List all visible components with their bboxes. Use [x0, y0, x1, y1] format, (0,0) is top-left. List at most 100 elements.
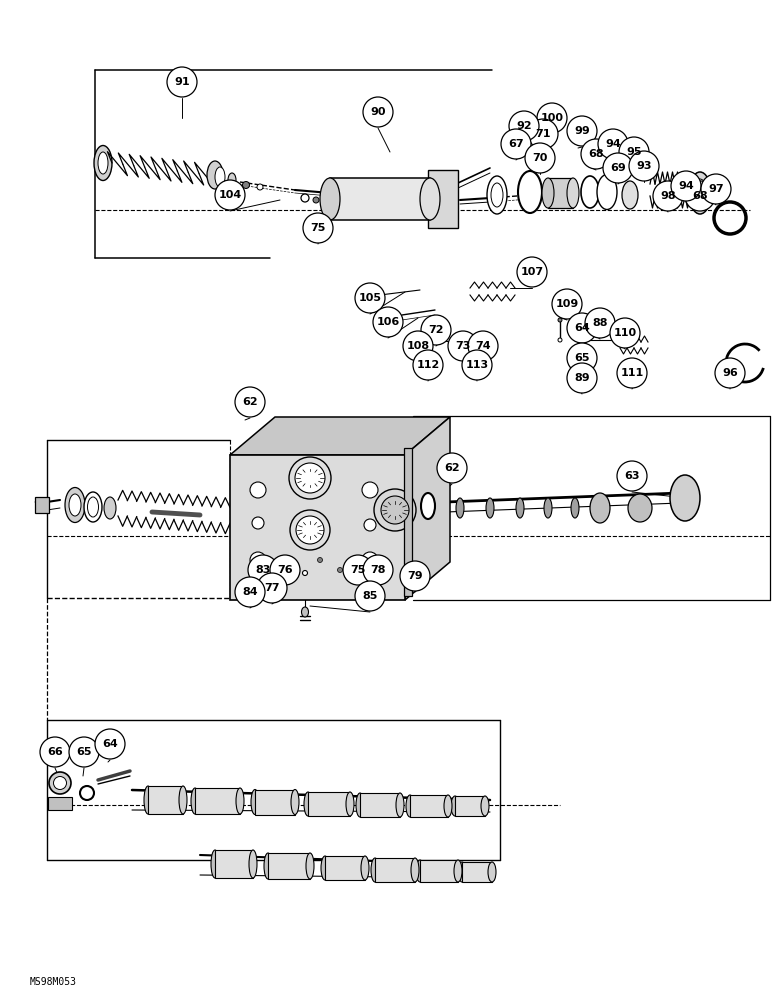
- Ellipse shape: [577, 365, 583, 371]
- Text: 68: 68: [692, 191, 708, 201]
- Circle shape: [448, 331, 478, 361]
- Ellipse shape: [191, 788, 199, 814]
- Ellipse shape: [558, 318, 562, 322]
- Text: MS98M053: MS98M053: [30, 977, 77, 987]
- Ellipse shape: [179, 786, 187, 814]
- Ellipse shape: [558, 338, 562, 342]
- Circle shape: [567, 313, 597, 343]
- Circle shape: [567, 116, 597, 146]
- Text: 98: 98: [660, 191, 676, 201]
- Bar: [48, 797, 72, 810]
- Text: 64: 64: [574, 323, 590, 333]
- Text: 106: 106: [377, 317, 400, 327]
- Text: 96: 96: [722, 368, 738, 378]
- Text: 113: 113: [466, 360, 489, 370]
- Circle shape: [715, 358, 745, 388]
- Ellipse shape: [211, 850, 219, 878]
- Circle shape: [343, 555, 373, 585]
- Ellipse shape: [364, 519, 376, 531]
- Text: 70: 70: [533, 153, 547, 163]
- Ellipse shape: [481, 796, 489, 816]
- Ellipse shape: [356, 793, 364, 817]
- Circle shape: [235, 387, 265, 417]
- Ellipse shape: [249, 850, 257, 878]
- Circle shape: [685, 181, 715, 211]
- Circle shape: [552, 289, 582, 319]
- Ellipse shape: [396, 793, 404, 817]
- Text: 69: 69: [610, 163, 626, 173]
- Bar: [404, 448, 412, 596]
- Circle shape: [373, 307, 403, 337]
- Text: 74: 74: [476, 341, 491, 351]
- Text: 100: 100: [540, 113, 564, 123]
- Ellipse shape: [295, 463, 325, 493]
- Text: 97: 97: [708, 184, 724, 194]
- Ellipse shape: [362, 552, 378, 568]
- Ellipse shape: [321, 856, 329, 880]
- Ellipse shape: [228, 173, 236, 187]
- Text: 72: 72: [428, 325, 444, 335]
- Circle shape: [617, 461, 647, 491]
- Bar: [455, 796, 485, 816]
- Text: 64: 64: [102, 739, 118, 749]
- Text: 78: 78: [371, 565, 386, 575]
- Bar: [462, 862, 492, 882]
- Circle shape: [69, 737, 99, 767]
- Text: 65: 65: [76, 747, 92, 757]
- Text: 63: 63: [625, 471, 640, 481]
- Text: 66: 66: [47, 747, 63, 757]
- Circle shape: [653, 181, 683, 211]
- Ellipse shape: [571, 498, 579, 518]
- Ellipse shape: [590, 493, 610, 523]
- Ellipse shape: [291, 790, 299, 814]
- Circle shape: [167, 67, 197, 97]
- Text: 68: 68: [588, 149, 604, 159]
- Ellipse shape: [411, 858, 419, 882]
- Text: 109: 109: [555, 299, 579, 309]
- Ellipse shape: [317, 558, 323, 562]
- Text: 112: 112: [416, 360, 439, 370]
- Ellipse shape: [98, 152, 108, 174]
- Bar: [230, 455, 405, 600]
- Text: 65: 65: [574, 353, 590, 363]
- Circle shape: [363, 97, 393, 127]
- Ellipse shape: [69, 494, 81, 516]
- Text: 71: 71: [535, 129, 550, 139]
- Circle shape: [421, 315, 451, 345]
- Text: 88: 88: [592, 318, 608, 328]
- Text: 99: 99: [574, 126, 590, 136]
- Circle shape: [617, 358, 647, 388]
- Ellipse shape: [215, 167, 225, 187]
- Circle shape: [363, 555, 393, 585]
- Circle shape: [413, 350, 443, 380]
- Circle shape: [585, 308, 615, 338]
- Bar: [215, 850, 253, 878]
- Ellipse shape: [557, 297, 563, 303]
- Ellipse shape: [346, 792, 354, 816]
- Text: 85: 85: [362, 591, 378, 601]
- Bar: [308, 792, 350, 816]
- Text: 89: 89: [574, 373, 590, 383]
- Text: 105: 105: [358, 293, 381, 303]
- Bar: [375, 858, 415, 882]
- Circle shape: [248, 555, 278, 585]
- Circle shape: [403, 331, 433, 361]
- Circle shape: [215, 180, 245, 210]
- Circle shape: [528, 119, 558, 149]
- Bar: [548, 178, 573, 208]
- Circle shape: [355, 581, 385, 611]
- Ellipse shape: [296, 516, 324, 544]
- Ellipse shape: [420, 178, 440, 220]
- Circle shape: [40, 737, 70, 767]
- Text: 95: 95: [626, 147, 642, 157]
- Text: 104: 104: [218, 190, 242, 200]
- Text: 94: 94: [678, 181, 694, 191]
- Ellipse shape: [491, 183, 503, 207]
- Circle shape: [567, 343, 597, 373]
- Ellipse shape: [693, 179, 707, 207]
- Text: 73: 73: [455, 341, 471, 351]
- Ellipse shape: [104, 497, 116, 519]
- Ellipse shape: [289, 457, 331, 499]
- Circle shape: [537, 103, 567, 133]
- Polygon shape: [405, 417, 450, 600]
